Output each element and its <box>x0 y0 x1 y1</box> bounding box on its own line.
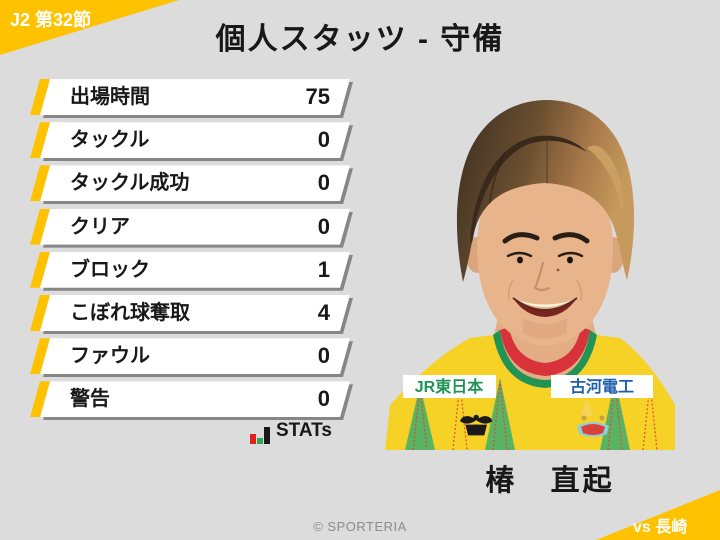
svg-text:古河電工: 古河電工 <box>570 377 634 396</box>
svg-text:JR東日本: JR東日本 <box>415 377 483 396</box>
